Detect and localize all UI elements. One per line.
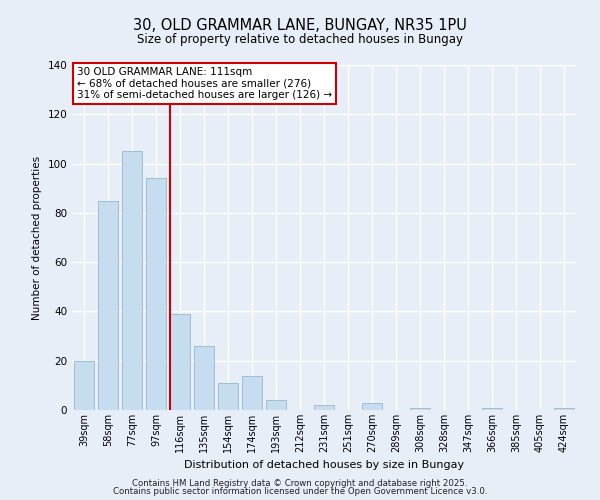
Bar [218,383,238,410]
Bar [170,314,190,410]
Bar [122,152,142,410]
Bar [362,402,382,410]
Text: 30 OLD GRAMMAR LANE: 111sqm
← 68% of detached houses are smaller (276)
31% of se: 30 OLD GRAMMAR LANE: 111sqm ← 68% of det… [77,66,332,100]
Bar [410,408,430,410]
Text: Contains public sector information licensed under the Open Government Licence v3: Contains public sector information licen… [113,487,487,496]
Bar [314,405,334,410]
X-axis label: Distribution of detached houses by size in Bungay: Distribution of detached houses by size … [184,460,464,470]
Bar [482,408,502,410]
Bar [554,408,574,410]
Bar [98,200,118,410]
Bar [74,360,94,410]
Bar [146,178,166,410]
Y-axis label: Number of detached properties: Number of detached properties [32,156,42,320]
Bar [194,346,214,410]
Bar [242,376,262,410]
Text: Size of property relative to detached houses in Bungay: Size of property relative to detached ho… [137,32,463,46]
Text: Contains HM Land Registry data © Crown copyright and database right 2025.: Contains HM Land Registry data © Crown c… [132,478,468,488]
Text: 30, OLD GRAMMAR LANE, BUNGAY, NR35 1PU: 30, OLD GRAMMAR LANE, BUNGAY, NR35 1PU [133,18,467,32]
Bar [266,400,286,410]
